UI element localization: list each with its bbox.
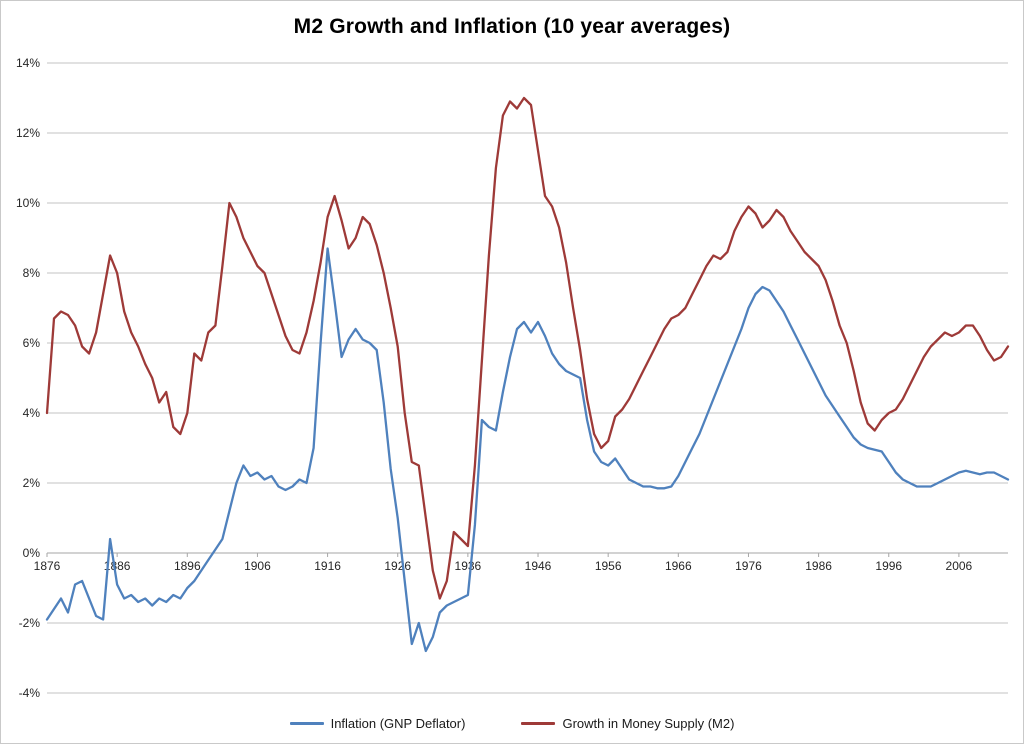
x-axis-label: 1906 <box>244 559 271 573</box>
x-axis-label: 1986 <box>805 559 832 573</box>
series-line-m2 <box>45 96 1010 600</box>
legend-item-m2: Growth in Money Supply (M2) <box>521 716 734 731</box>
x-axis-label: 1976 <box>735 559 762 573</box>
x-axis-label: 1896 <box>174 559 201 573</box>
x-axis-label: 1946 <box>525 559 552 573</box>
series-line-inflation <box>45 247 1010 653</box>
y-axis-label: 2% <box>23 476 41 490</box>
legend-swatch-m2-icon <box>521 722 556 725</box>
y-axis-label: -2% <box>19 616 41 630</box>
y-axis-label: 10% <box>16 196 40 210</box>
y-axis-label: 8% <box>23 266 41 280</box>
legend-label-m2: Growth in Money Supply (M2) <box>562 716 735 731</box>
x-axis-label: 1936 <box>455 559 482 573</box>
x-axis-label: 1916 <box>314 559 341 573</box>
x-axis-label: 1956 <box>595 559 622 573</box>
x-axis-label: 1886 <box>104 559 131 573</box>
y-axis-label: 0% <box>23 546 41 560</box>
chart-title: M2 Growth and Inflation (10 year average… <box>293 15 731 38</box>
x-axis-label: 1996 <box>875 559 902 573</box>
y-axis-label: 12% <box>16 126 40 140</box>
y-axis-label: 14% <box>16 56 40 70</box>
x-axis-label: 1966 <box>665 559 692 573</box>
legend: Inflation (GNP Deflator) Growth in Money… <box>1 716 1023 731</box>
y-axis-label: 4% <box>23 406 41 420</box>
y-axis-label: 6% <box>23 336 41 350</box>
x-axis-label: 2006 <box>946 559 973 573</box>
legend-swatch-inflation-icon <box>289 722 324 725</box>
y-axis-label: -4% <box>19 686 41 700</box>
x-axis-label: 1876 <box>34 559 61 573</box>
legend-label-inflation: Inflation (GNP Deflator) <box>330 716 466 731</box>
x-axis-label: 1926 <box>384 559 411 573</box>
legend-item-inflation: Inflation (GNP Deflator) <box>289 716 466 731</box>
